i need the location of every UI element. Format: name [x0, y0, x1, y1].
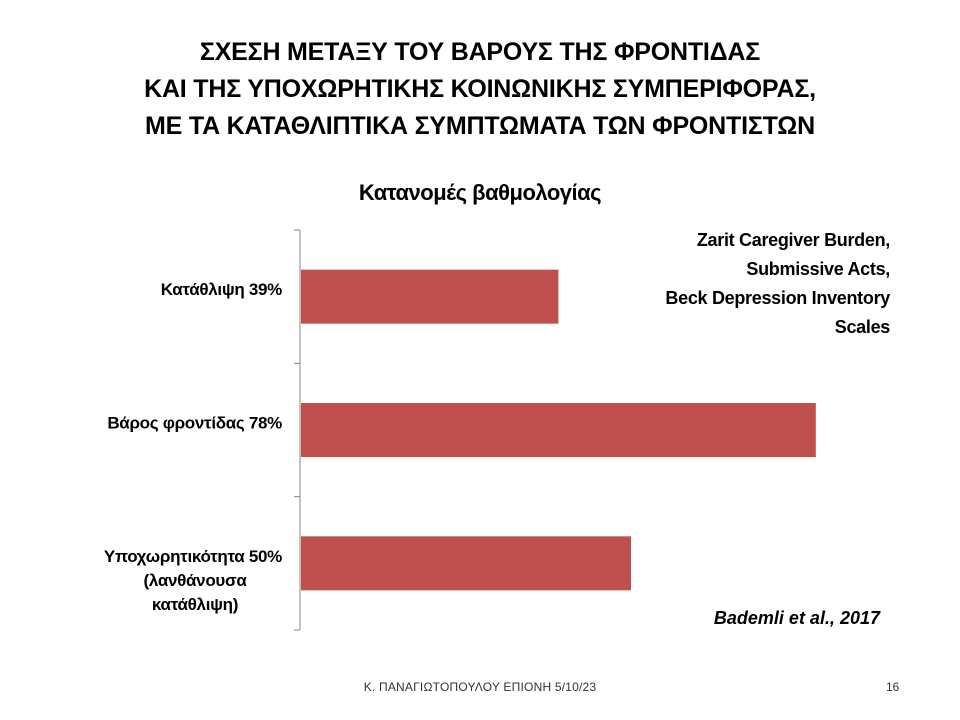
slide-title-line: ΜΕ ΤΑ ΚΑΤΑΘΛΙΠΤΙΚΑ ΣΥΜΠΤΩΜΑΤΑ ΤΩΝ ΦΡΟΝΤΙ… — [145, 112, 815, 140]
bar — [301, 536, 631, 591]
scales-note-line: Submissive Acts, — [746, 259, 890, 279]
chart-title: Κατανομές βαθμολογίας — [358, 180, 602, 205]
scales-note: Zarit Caregiver Burden, Submissive Acts,… — [570, 226, 890, 342]
category-label: κατάθλιψη) — [152, 595, 238, 614]
category-label: Υποχωρητικότητα 50% — [104, 547, 282, 566]
bar — [301, 269, 559, 324]
footer-text: Κ. ΠΑΝΑΓΙΩΤΟΠΟΥΛΟΥ ΕΠΙΟΝΗ 5/10/23 — [363, 680, 597, 694]
slide-title-line: ΚΑΙ ΤΗΣ ΥΠΟΧΩΡΗΤΙΚΗΣ ΚΟΙΝΩΝΙΚΗΣ ΣΥΜΠΕΡΙΦ… — [144, 75, 816, 103]
category-label: (λανθάνουσα — [144, 571, 248, 590]
scales-note-line: Scales — [834, 317, 891, 337]
citation: Bademli et al., 2017 — [713, 608, 880, 628]
category-label: Βάρος φροντίδας 78% — [107, 413, 282, 432]
scales-note-line: Zarit Caregiver Burden, — [696, 230, 890, 250]
page-number: 16 — [886, 680, 900, 694]
slide-title: ΣΧΕΣΗ ΜΕΤΑΞΥ ΤΟΥ ΒΑΡΟΥΣ ΤΗΣ ΦΡΟΝΤΙΔΑΣ ΚΑ… — [0, 34, 960, 145]
category-label: Κατάθλιψη 39% — [161, 280, 282, 299]
bar — [301, 403, 816, 457]
slide-title-line: ΣΧΕΣΗ ΜΕΤΑΞΥ ΤΟΥ ΒΑΡΟΥΣ ΤΗΣ ΦΡΟΝΤΙΔΑΣ — [199, 38, 761, 66]
scales-note-line: Beck Depression Inventory — [665, 288, 890, 308]
